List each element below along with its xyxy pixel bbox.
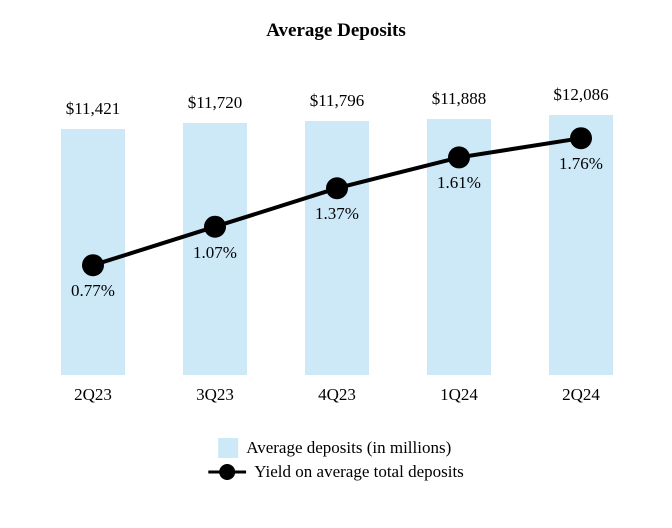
deposit-value-label: $11,720 <box>187 93 243 112</box>
legend: Average deposits (in millions) Yield on … <box>208 437 464 483</box>
category-label: 3Q23 <box>196 385 234 404</box>
deposit-value-label: $11,421 <box>65 99 121 118</box>
deposit-bar <box>61 129 125 375</box>
legend-item-line: Yield on average total deposits <box>208 461 464 483</box>
legend-item-bar: Average deposits (in millions) <box>208 437 464 459</box>
yield-value-label: 1.76% <box>559 154 603 174</box>
deposit-value-label: $11,796 <box>309 91 365 110</box>
yield-value-label: 1.07% <box>193 242 237 262</box>
bar-swatch-icon <box>218 438 239 458</box>
category-label: 4Q23 <box>318 385 356 404</box>
deposit-value-label: $11,888 <box>431 89 487 108</box>
legend-line-label: Yield on average total deposits <box>254 462 464 481</box>
category-label: 2Q23 <box>74 385 112 404</box>
legend-bar-label: Average deposits (in millions) <box>246 438 452 457</box>
category-label: 2Q24 <box>562 385 600 404</box>
line-marker-icon <box>208 463 247 481</box>
yield-value-label: 0.77% <box>71 281 115 301</box>
deposit-value-label: $12,086 <box>553 85 609 104</box>
deposit-bar <box>427 119 491 375</box>
deposit-bar <box>305 121 369 375</box>
yield-value-label: 1.61% <box>437 173 481 193</box>
yield-value-label: 1.37% <box>315 204 359 224</box>
category-label: 1Q24 <box>440 385 478 404</box>
chart-title: Average Deposits <box>266 20 406 41</box>
